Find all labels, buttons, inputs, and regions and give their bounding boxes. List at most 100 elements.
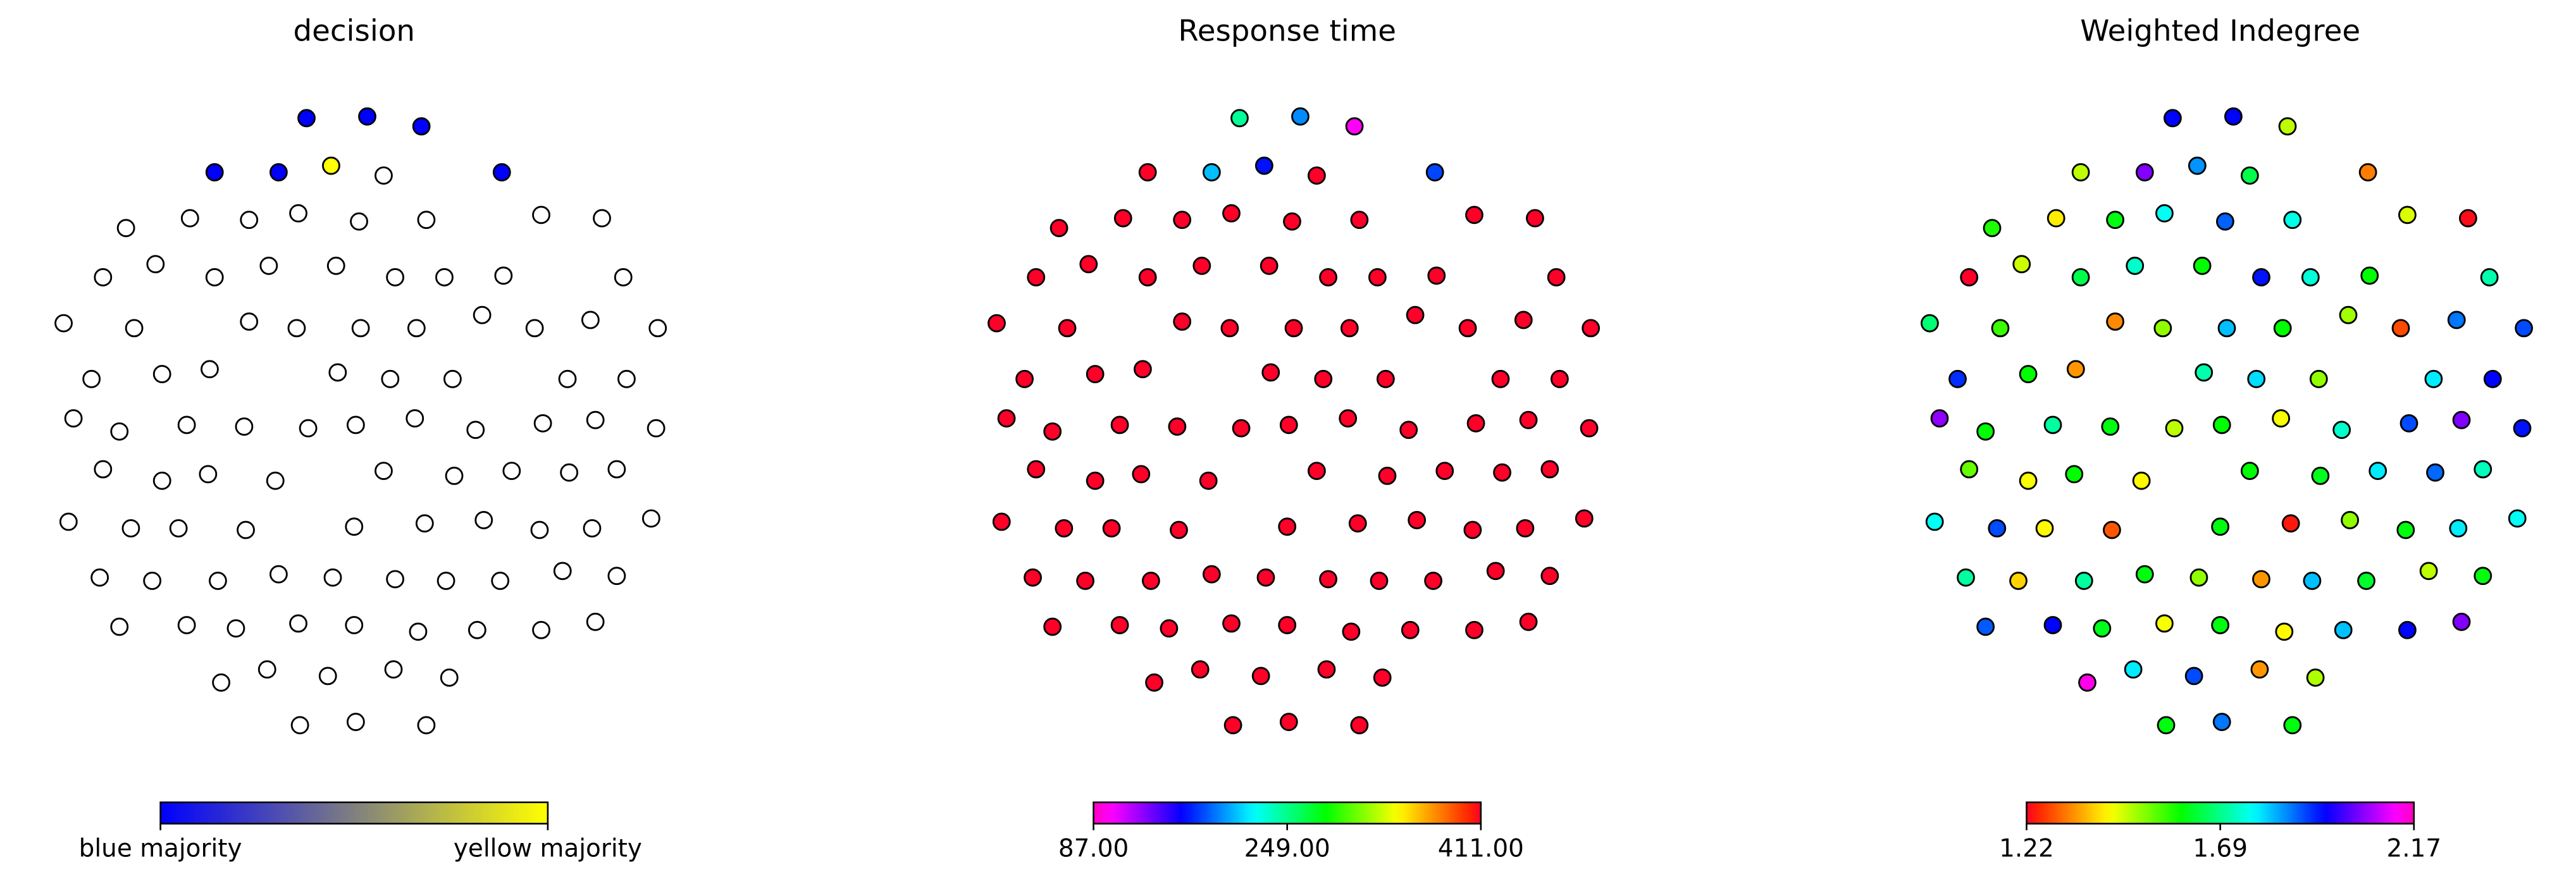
node — [2189, 568, 2208, 587]
node — [2019, 471, 2038, 490]
node — [2043, 616, 2062, 634]
node — [1260, 256, 1279, 275]
node — [94, 268, 113, 286]
node — [2211, 616, 2230, 634]
node — [2398, 206, 2417, 225]
node — [328, 363, 347, 382]
node — [1132, 465, 1151, 484]
node — [1319, 268, 1337, 286]
node — [1540, 567, 1559, 586]
node — [110, 617, 129, 636]
node — [2106, 211, 2124, 230]
node — [1015, 369, 1034, 388]
node — [1540, 460, 1559, 479]
node — [1079, 255, 1098, 274]
node — [2184, 667, 2203, 686]
node — [1223, 716, 1242, 735]
node — [1376, 369, 1395, 388]
node — [2211, 517, 2230, 536]
node — [1261, 363, 1280, 382]
node — [177, 415, 196, 434]
node — [2250, 660, 2269, 679]
node — [586, 612, 605, 631]
node — [2252, 570, 2270, 589]
colorbar-tick-label: 1.22 — [1999, 834, 2054, 863]
node — [2012, 255, 2031, 274]
node — [1291, 107, 1310, 126]
node — [237, 520, 255, 539]
node — [492, 163, 511, 182]
node — [257, 660, 276, 679]
node — [2400, 414, 2418, 433]
node — [560, 463, 579, 482]
node — [290, 716, 309, 735]
node — [417, 716, 436, 735]
node — [1319, 570, 1337, 589]
node — [1086, 365, 1105, 383]
node — [2483, 369, 2502, 388]
node — [617, 369, 636, 388]
node — [2480, 268, 2499, 286]
node — [1435, 462, 1454, 481]
node — [1279, 713, 1298, 731]
node — [2275, 622, 2294, 641]
node — [2240, 166, 2259, 185]
node — [2278, 117, 2297, 136]
node — [2341, 511, 2360, 529]
colorbar — [159, 801, 549, 825]
node — [152, 365, 171, 383]
node — [1550, 369, 1569, 388]
node — [64, 409, 83, 428]
node — [1110, 616, 1129, 634]
node — [201, 360, 219, 379]
node — [2398, 620, 2417, 639]
node — [2281, 514, 2300, 533]
panel: decision blue majority yellow majority — [54, 14, 667, 863]
node — [1458, 319, 1477, 338]
node — [59, 512, 78, 531]
node — [345, 616, 364, 634]
node — [2009, 572, 2028, 590]
node — [1279, 415, 1298, 434]
node — [2164, 109, 2182, 128]
node — [593, 209, 611, 228]
node — [1043, 422, 1062, 441]
node — [553, 562, 572, 581]
node — [992, 512, 1011, 531]
node — [1399, 421, 1418, 440]
node — [435, 268, 454, 286]
node — [1058, 319, 1077, 338]
node — [326, 256, 345, 275]
node — [1519, 612, 1538, 631]
node — [2508, 509, 2527, 528]
node — [1138, 268, 1157, 286]
node — [1463, 520, 1482, 539]
node — [586, 410, 605, 429]
node — [54, 314, 73, 333]
node — [1373, 668, 1392, 687]
node — [1519, 410, 1538, 429]
node — [2047, 209, 2065, 228]
node — [322, 156, 340, 175]
node — [1547, 268, 1566, 286]
node — [199, 465, 218, 484]
node — [466, 421, 485, 440]
node — [269, 565, 288, 584]
node — [1308, 166, 1326, 185]
node — [583, 519, 602, 538]
node — [299, 419, 318, 438]
node — [1465, 620, 1483, 639]
node — [2515, 319, 2534, 338]
node — [415, 514, 434, 533]
colorbar-tick-label: 2.17 — [2386, 834, 2441, 863]
node — [1168, 417, 1187, 436]
node — [1160, 619, 1179, 638]
node — [1957, 568, 1975, 587]
node — [1991, 319, 2010, 338]
node — [1983, 219, 2002, 238]
node — [2273, 319, 2292, 338]
node — [2188, 156, 2207, 175]
node — [2035, 519, 2054, 538]
node — [2252, 268, 2270, 286]
node — [386, 570, 405, 589]
